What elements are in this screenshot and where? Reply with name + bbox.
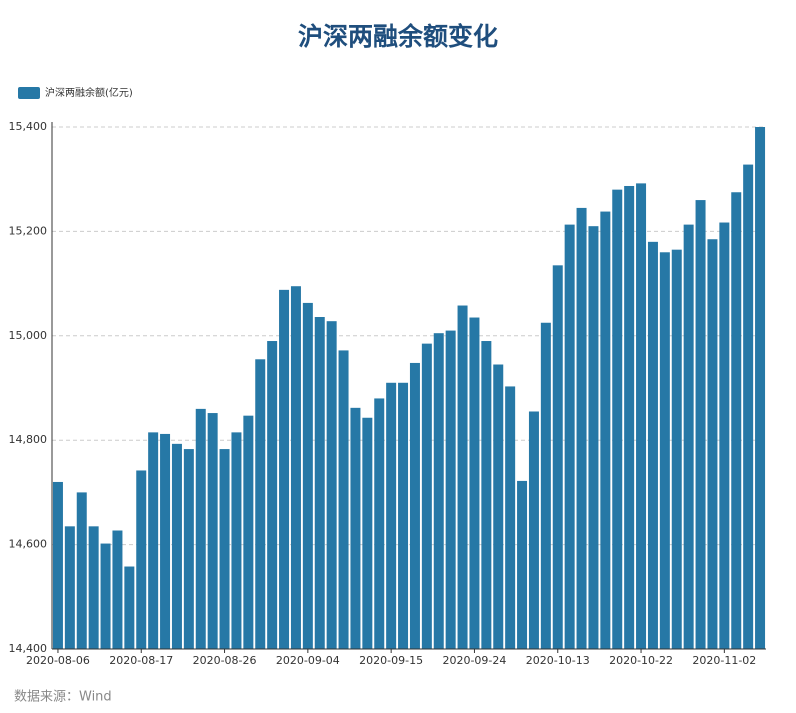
bar bbox=[350, 407, 361, 649]
bar bbox=[160, 433, 171, 649]
bar bbox=[52, 481, 63, 649]
bar bbox=[386, 382, 397, 649]
bar bbox=[409, 362, 420, 649]
x-tick-label: 2020-08-17 bbox=[109, 654, 173, 667]
bar bbox=[290, 286, 301, 649]
bar bbox=[302, 302, 313, 649]
bar bbox=[76, 492, 87, 649]
bar bbox=[695, 200, 706, 649]
bar bbox=[195, 408, 206, 649]
bar bbox=[719, 222, 730, 649]
bar bbox=[338, 350, 349, 649]
bar bbox=[624, 185, 635, 649]
bar bbox=[588, 226, 599, 649]
bar bbox=[148, 432, 159, 649]
bar bbox=[374, 398, 385, 649]
bar bbox=[398, 382, 409, 649]
x-tick-label: 2020-09-15 bbox=[359, 654, 423, 667]
x-tick-label: 2020-08-26 bbox=[193, 654, 257, 667]
bar bbox=[183, 449, 194, 649]
bar bbox=[517, 480, 528, 649]
bar bbox=[171, 443, 182, 649]
source-note: 数据来源：Wind bbox=[14, 690, 112, 705]
y-tick-label: 15,000 bbox=[9, 329, 48, 342]
bar bbox=[100, 543, 111, 649]
bar bbox=[267, 341, 278, 649]
y-tick-label: 15,400 bbox=[9, 120, 48, 133]
bar bbox=[481, 341, 492, 649]
bar bbox=[540, 322, 551, 649]
x-tick-label: 2020-11-02 bbox=[692, 654, 756, 667]
bar bbox=[469, 317, 480, 649]
bar bbox=[112, 530, 123, 649]
x-tick-label: 2020-09-04 bbox=[276, 654, 340, 667]
bar bbox=[743, 164, 754, 650]
legend-swatch bbox=[18, 87, 40, 99]
bar bbox=[136, 470, 147, 649]
bar bbox=[326, 321, 337, 649]
bar bbox=[564, 224, 575, 649]
bar bbox=[445, 330, 456, 649]
y-tick-label: 15,200 bbox=[9, 224, 48, 237]
bar bbox=[207, 413, 218, 649]
x-tick-label: 2020-10-22 bbox=[609, 654, 673, 667]
bar bbox=[612, 189, 623, 649]
bar bbox=[505, 386, 516, 649]
bar bbox=[636, 183, 647, 649]
y-tick-label: 14,600 bbox=[9, 538, 48, 551]
bar bbox=[528, 411, 539, 649]
bar bbox=[279, 289, 290, 649]
x-tick-label: 2020-09-24 bbox=[442, 654, 506, 667]
bar bbox=[683, 224, 694, 649]
bar bbox=[647, 241, 658, 649]
bar bbox=[362, 417, 373, 649]
bar bbox=[255, 359, 266, 649]
legend-label: 沪深两融余额(亿元) bbox=[45, 86, 133, 99]
bar bbox=[421, 343, 432, 649]
bar bbox=[88, 526, 99, 649]
bar bbox=[600, 211, 611, 649]
bar bbox=[433, 333, 444, 649]
bar bbox=[755, 127, 766, 649]
bar bbox=[671, 249, 682, 650]
x-tick-label: 2020-10-13 bbox=[526, 654, 590, 667]
bar bbox=[707, 239, 718, 650]
y-tick-label: 14,400 bbox=[9, 642, 48, 655]
bar bbox=[243, 415, 254, 649]
bar bbox=[576, 207, 587, 649]
y-tick-label: 14,800 bbox=[9, 433, 48, 446]
bar bbox=[231, 432, 242, 649]
bar bbox=[731, 192, 742, 649]
bar bbox=[314, 317, 325, 649]
chart-title: 沪深两融余额变化 bbox=[298, 22, 498, 51]
bar bbox=[659, 252, 670, 649]
x-tick-label: 2020-08-06 bbox=[26, 654, 90, 667]
bar bbox=[493, 364, 504, 649]
bar bbox=[124, 566, 135, 649]
bar bbox=[219, 449, 230, 649]
bar bbox=[64, 526, 75, 649]
bar bbox=[552, 265, 563, 649]
bar bbox=[457, 305, 468, 649]
